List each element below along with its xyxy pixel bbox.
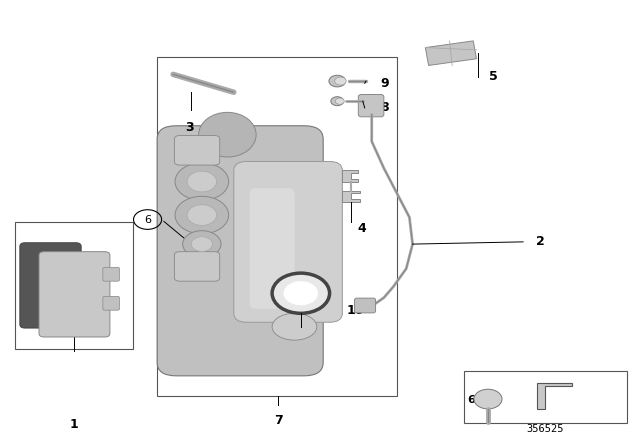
Circle shape [335, 98, 344, 104]
Text: 356525: 356525 [526, 424, 564, 435]
Polygon shape [342, 190, 360, 202]
Text: 8: 8 [381, 101, 389, 114]
Text: 6: 6 [467, 396, 476, 405]
Text: 5: 5 [489, 70, 498, 83]
Bar [15, 222, 133, 349]
FancyBboxPatch shape [103, 296, 120, 310]
Polygon shape [426, 41, 476, 65]
Text: 7: 7 [274, 414, 283, 427]
Circle shape [182, 231, 221, 258]
Text: 2: 2 [536, 235, 545, 248]
FancyBboxPatch shape [174, 252, 220, 281]
Circle shape [284, 281, 318, 305]
Circle shape [191, 237, 212, 251]
FancyBboxPatch shape [157, 126, 323, 376]
Circle shape [329, 75, 346, 87]
FancyBboxPatch shape [20, 243, 81, 328]
Circle shape [187, 171, 216, 192]
FancyBboxPatch shape [355, 298, 376, 313]
Circle shape [175, 196, 228, 234]
Text: 4: 4 [357, 222, 366, 235]
FancyBboxPatch shape [358, 95, 384, 117]
Ellipse shape [272, 313, 317, 340]
FancyBboxPatch shape [250, 188, 294, 309]
Circle shape [335, 77, 346, 85]
Text: 1: 1 [70, 418, 79, 431]
Circle shape [272, 273, 330, 313]
FancyBboxPatch shape [39, 252, 110, 337]
Text: 10: 10 [346, 304, 364, 317]
FancyBboxPatch shape [174, 136, 220, 165]
Bar [464, 371, 627, 423]
FancyBboxPatch shape [234, 161, 342, 322]
Text: 9: 9 [381, 77, 389, 90]
Circle shape [175, 163, 228, 200]
Text: 3: 3 [185, 121, 193, 134]
Text: 6: 6 [144, 215, 151, 224]
Bar [157, 56, 397, 396]
Circle shape [331, 97, 344, 106]
Polygon shape [342, 170, 358, 181]
Ellipse shape [198, 112, 256, 157]
Circle shape [187, 205, 216, 225]
Circle shape [474, 389, 502, 409]
FancyBboxPatch shape [103, 267, 120, 281]
Polygon shape [537, 383, 572, 409]
